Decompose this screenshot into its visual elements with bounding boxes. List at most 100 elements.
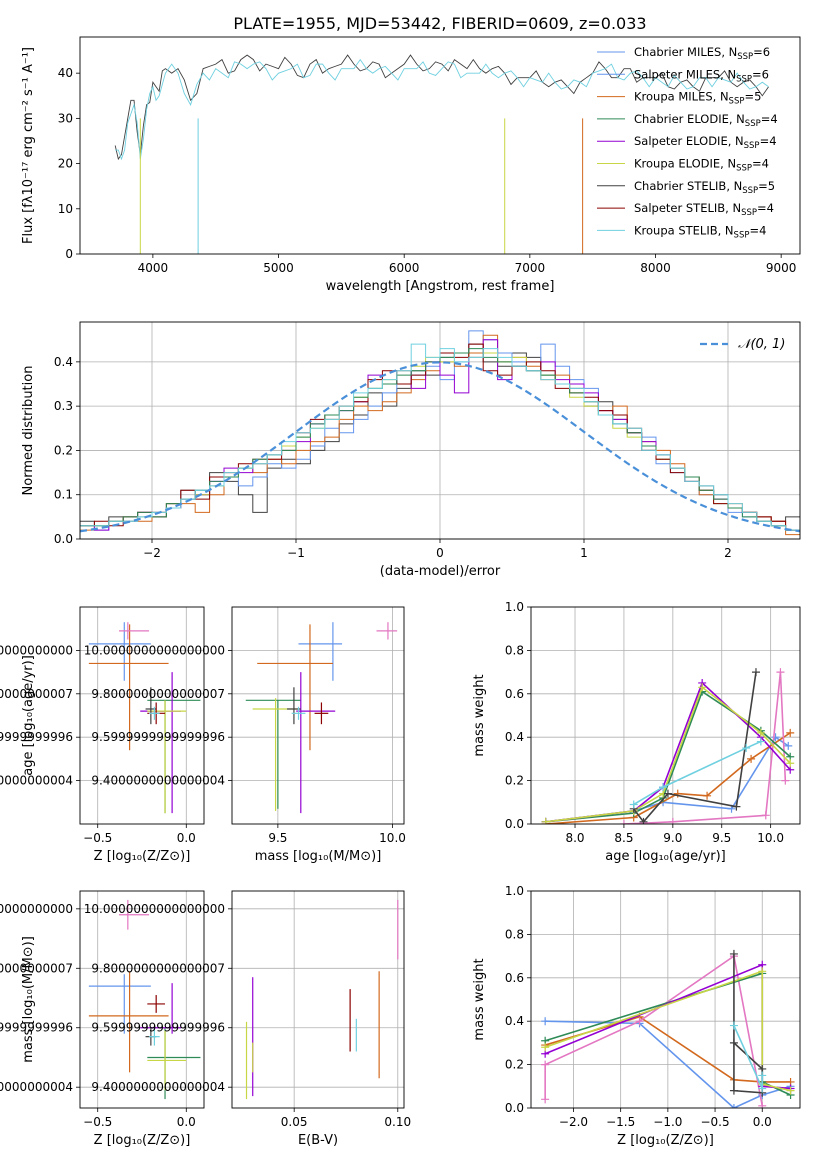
tick-label-y: 0.8 (505, 643, 524, 657)
x-axis-label: Z [log₁₀(Z/Z⊙)] (94, 849, 191, 864)
weight-line (633, 740, 762, 806)
weight-marker (635, 1017, 644, 1026)
tick-label-y: 0.3 (54, 399, 73, 413)
weight_vs_z-panel: −2.0 −1.5 −1.0 −0.5 0.0 0.0 0.2 0.4 0.6 0.8 1.0 Z [… (472, 884, 801, 1148)
mass_vs_age-marks (245, 622, 398, 814)
tick-label-y: 30 (58, 111, 73, 125)
axes-frame (530, 890, 801, 1109)
ebv_vs_mass-marks (245, 899, 399, 1100)
tick-label-y: 9.4000000000000004 (0, 774, 73, 788)
tick-label-x: 0.05 (281, 1115, 308, 1129)
weight-marker (758, 967, 767, 976)
tick-label-y: 0.6 (505, 971, 524, 985)
tick-label-y: 0.0 (505, 817, 524, 831)
tick-label-y: 9.5999999999999996 (91, 730, 225, 744)
weight-marker (659, 783, 668, 792)
ebv_vs_mass-panel: 0.05 0.10 9.4000000000000004 9.599999999999… (84, 890, 411, 1148)
tick-label-y: 9.5999999999999996 (0, 1021, 73, 1035)
weight-marker (629, 800, 638, 809)
legend-label: Salpeter STELIB, NSSP=4 (634, 201, 774, 218)
weight-marker (758, 1101, 767, 1108)
legend-label: Salpeter ELODIE, NSSP=4 (634, 134, 777, 151)
y-axis-label: Normed distribution (21, 366, 36, 496)
axes-frame (79, 36, 801, 255)
tick-label-y: 40 (58, 66, 73, 80)
tick-label-x: 8000 (640, 261, 671, 275)
z_vs_age-panel: −0.5 0.0 9.4000000000000004 9.5999999999999… (0, 606, 205, 864)
residuals-marks (80, 330, 800, 539)
weight-marker (756, 737, 765, 746)
tick-label-x: 0.10 (384, 1115, 411, 1129)
tick-label-x: 2 (724, 546, 732, 560)
weight_vs_age-marks (541, 668, 795, 824)
weight-line (545, 1020, 791, 1108)
tick-label-y: 0.2 (505, 1058, 524, 1072)
weight-marker (758, 1084, 767, 1093)
residuals-panel: −2 −1 0 1 2 0.0 0.1 0.2 0.3 0.4 (data-model)/error… (21, 321, 801, 579)
tick-label-y: 9.8000000000000007 (0, 687, 73, 701)
weight-line (544, 970, 791, 1092)
figure-title: PLATE=1955, MJD=53442, FIBERID=0609, z=0… (233, 14, 646, 33)
tick-label-y: 9.8000000000000007 (0, 961, 73, 975)
weight-marker (729, 1086, 738, 1095)
weight-line (545, 736, 789, 823)
tick-label-x: 10.0 (379, 831, 406, 845)
legend-label: Chabrier STELIB, NSSP=5 (634, 179, 775, 196)
tick-label-x: −0.5 (83, 1115, 112, 1129)
weight-marker (668, 817, 677, 824)
weight_vs_z-marks (541, 949, 795, 1108)
axes-frame (530, 606, 801, 825)
tick-label-y: 0.0 (505, 1101, 524, 1115)
weight-marker (729, 949, 738, 958)
weight-marker (541, 1043, 550, 1052)
tick-label-y: 0.4 (505, 1014, 524, 1028)
x-axis-label: mass [log₁₀(M/M⊙)] (255, 849, 382, 864)
legend-label: Kroupa MILES, NSSP=5 (634, 90, 761, 107)
axes-frame (231, 606, 405, 825)
tick-label-y: 9.8000000000000007 (91, 687, 225, 701)
spectrum-panel: 4000 5000 6000 7000 8000 9000 0 10 20 30 40 wavelen… (21, 36, 801, 294)
tick-label-y: 0.4 (505, 730, 524, 744)
tick-label-x: 4000 (138, 261, 169, 275)
x-axis-label: E(B-V) (298, 1133, 338, 1148)
tick-label-y: 9.8000000000000007 (91, 961, 225, 975)
x-axis-label: (data-model)/error (380, 564, 501, 579)
weight-marker (703, 791, 712, 800)
weight-marker (698, 683, 707, 692)
tick-label-x: 5000 (263, 261, 294, 275)
weight-marker (742, 744, 751, 753)
x-axis-label: age [log₁₀(age/yr)] (605, 849, 726, 864)
tick-label-x: −1.5 (606, 1115, 635, 1129)
weight-marker (751, 668, 760, 677)
weight-marker (776, 668, 785, 677)
tick-label-y: 9.4000000000000004 (91, 1080, 225, 1094)
spectrum-line (114, 54, 769, 161)
z_vs_mass-panel: −0.5 0.0 9.4000000000000004 9.5999999999999… (0, 890, 205, 1148)
tick-label-y: 10 (58, 202, 73, 216)
tick-label-x: 7000 (515, 261, 546, 275)
y-axis-label: mass weight (472, 958, 487, 1040)
tick-label-x: 9.5 (712, 831, 731, 845)
z_vs_age-marks (88, 622, 201, 814)
tick-label-x: 0.0 (753, 1115, 772, 1129)
legend-label: Salpeter MILES, NSSP=6 (634, 67, 769, 84)
weight-marker (729, 1038, 738, 1047)
tick-label-x: −2 (143, 546, 161, 560)
axes-frame (79, 890, 205, 1109)
tick-label-x: 8.5 (614, 831, 633, 845)
x-axis-label: wavelength [Angstrom, rest frame] (326, 279, 555, 294)
tick-label-x: 1 (580, 546, 588, 560)
weight-line (545, 732, 791, 824)
weight-marker (761, 811, 770, 820)
weight-marker (729, 1021, 738, 1030)
tick-label-y: 0.4 (54, 355, 73, 369)
weight-marker (619, 820, 628, 824)
z_vs_mass-marks (88, 899, 201, 1100)
y-axis-label: age [log₁₀(age/yr)] (21, 655, 36, 776)
gaussian-curve (80, 361, 800, 533)
tick-label-y: 0.1 (54, 488, 73, 502)
weight-marker (756, 728, 765, 737)
weight-line (545, 681, 791, 823)
legend-label: Kroupa ELODIE, NSSP=4 (634, 157, 769, 174)
